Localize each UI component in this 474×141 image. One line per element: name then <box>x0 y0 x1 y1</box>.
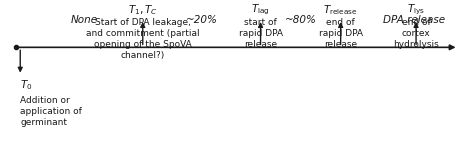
Text: $T_{\mathrm{lag}}$: $T_{\mathrm{lag}}$ <box>251 2 270 17</box>
Text: None: None <box>70 15 98 25</box>
Text: end of
cortex
hydrolysis: end of cortex hydrolysis <box>393 18 439 49</box>
Text: Addition or
application of
germinant: Addition or application of germinant <box>20 96 82 127</box>
Text: $T_1, T_C$: $T_1, T_C$ <box>128 3 158 17</box>
Text: start of
rapid DPA
release: start of rapid DPA release <box>238 18 283 49</box>
Text: ~20%: ~20% <box>186 15 218 25</box>
Text: DPA release: DPA release <box>383 15 445 25</box>
Text: $T_{\mathrm{release}}$: $T_{\mathrm{release}}$ <box>323 3 358 17</box>
Text: ~80%: ~80% <box>285 15 317 25</box>
Text: $T_0$: $T_0$ <box>20 78 33 92</box>
Text: end of
rapid DPA
release: end of rapid DPA release <box>319 18 363 49</box>
Text: Start of DPA leakage,
and commitment (partial
opening of the SpoVA
channel?): Start of DPA leakage, and commitment (pa… <box>86 18 200 60</box>
Text: $T_{\mathrm{lys}}$: $T_{\mathrm{lys}}$ <box>407 2 425 17</box>
